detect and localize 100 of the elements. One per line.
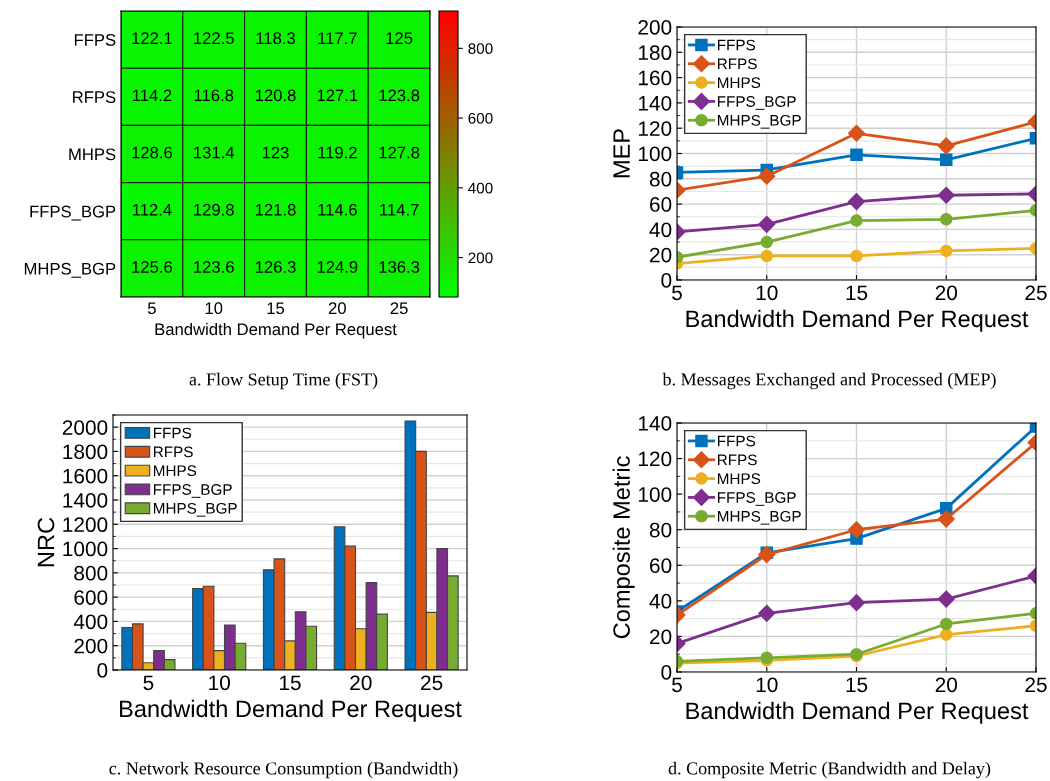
- point: [850, 214, 863, 227]
- y-tick-label: 1600: [63, 468, 108, 484]
- text: d. Composite Metric (Bandwidth and Delay): [668, 761, 991, 779]
- y-tick-label: 0: [97, 663, 108, 678]
- point: [937, 590, 955, 608]
- y-tick-label: 2000: [62, 420, 108, 435]
- y-tick-label: 160: [638, 70, 672, 86]
- y-tick-label: MHPS: [69, 148, 116, 161]
- point: [939, 628, 953, 641]
- point: [758, 167, 776, 185]
- y-tick-label: 1800: [63, 444, 108, 460]
- y-tick-label: 60: [650, 558, 672, 574]
- data-label: 121.8: [255, 203, 296, 216]
- point: [758, 215, 776, 233]
- y-tick-label: 20: [650, 247, 672, 263]
- legend-label: RFPS: [153, 446, 193, 458]
- x-tick-label: 25: [1025, 285, 1047, 301]
- x-tick-label: 5: [143, 675, 154, 691]
- x-tick-label: 15: [846, 285, 868, 301]
- color-bar-label: 400: [468, 182, 493, 194]
- x-tick-label: 25: [1025, 677, 1047, 693]
- data-label: 123.8: [379, 89, 420, 102]
- y-tick-label: 200: [74, 638, 108, 654]
- text: a. Flow Setup Time (FST): [189, 372, 378, 390]
- x-tick-label: 20: [935, 285, 958, 301]
- y-tick-label: 140: [638, 95, 672, 111]
- legend-label: FFPS_BGP: [717, 492, 796, 506]
- x-tick-label: 15: [267, 302, 285, 315]
- data-label: 129.8: [194, 203, 234, 216]
- legend-label: MHPS_BGP: [717, 114, 801, 129]
- legend-label: MHPS_BGP: [153, 502, 237, 517]
- x-tick-label: 20: [328, 302, 346, 315]
- y-tick-label: 800: [74, 565, 108, 581]
- y-tick-label: MHPS_BGP: [24, 262, 116, 278]
- y-tick-label: 80: [649, 522, 672, 538]
- y-tick-label: 180: [638, 45, 672, 61]
- x-tick-label: 25: [421, 675, 443, 691]
- y-tick-label: 0: [661, 273, 672, 288]
- legend-label: MHPS: [153, 465, 197, 477]
- y-tick-label: 120: [638, 121, 672, 136]
- x-tick-label: 15: [280, 675, 301, 691]
- x-tick-label: 15: [846, 677, 868, 693]
- x-tick-label: 10: [205, 302, 223, 315]
- data-label: 114.7: [380, 204, 419, 216]
- color-bar-label: 800: [468, 43, 493, 55]
- data-label: 117.7: [318, 32, 357, 44]
- legend-label: FFPS: [717, 39, 756, 51]
- x-tick-label: 10: [209, 675, 230, 691]
- x-axis-title: Bandwidth Demand Per Request: [686, 309, 1029, 332]
- y-tick-label: 120: [638, 451, 672, 467]
- point: [760, 235, 774, 249]
- text: c. Network Resource Consumption (Bandwidth): [109, 761, 458, 779]
- y-tick-label: 80: [649, 171, 672, 187]
- data-label: 125.6: [132, 261, 173, 273]
- x-tick-label: 10: [756, 285, 778, 301]
- legend-label: MHPS: [717, 473, 761, 485]
- x-tick-label: 20: [935, 677, 958, 693]
- point: [937, 510, 955, 528]
- y-tick-label: 60: [650, 197, 672, 212]
- y-tick-label: 1400: [63, 493, 108, 508]
- point: [760, 249, 774, 263]
- y-tick-label: 40: [649, 222, 672, 238]
- point: [847, 521, 866, 539]
- data-label: 124.9: [317, 261, 358, 273]
- data-label: 125: [386, 32, 413, 45]
- y-tick-label: 40: [649, 593, 672, 609]
- text: b. Messages Exchanged and Processed (MEP): [662, 372, 996, 390]
- point: [939, 244, 953, 258]
- point: [850, 249, 863, 263]
- x-axis-title: Bandwidth Demand Per Request: [120, 699, 462, 722]
- point: [937, 137, 955, 155]
- x-tick-label: 5: [672, 285, 682, 301]
- y-axis-title: MEP: [613, 129, 630, 178]
- point: [850, 148, 863, 162]
- y-tick-label: 400: [73, 614, 108, 630]
- data-label: 128.6: [132, 146, 173, 159]
- color-bar-label: 600: [468, 112, 493, 124]
- point: [939, 213, 953, 226]
- x-tick-label: 10: [756, 677, 778, 693]
- point: [847, 124, 866, 142]
- data-label: 123: [262, 146, 289, 159]
- data-label: 131.4: [194, 146, 235, 159]
- data-label: 127.1: [317, 89, 358, 102]
- color-bar-label: 200: [468, 252, 493, 264]
- y-axis-title: NRC: [37, 517, 55, 567]
- data-label: 123.6: [194, 261, 234, 273]
- x-tick-label: 20: [350, 675, 372, 691]
- data-label: 122.5: [194, 32, 234, 45]
- x-tick-label: 5: [672, 677, 682, 693]
- y-tick-label: FFPS: [74, 34, 116, 46]
- point: [939, 153, 953, 167]
- legend-label: FFPS: [717, 435, 756, 447]
- y-tick-label: 100: [638, 487, 672, 502]
- x-tick-label: 5: [147, 302, 156, 315]
- data-label: 114.2: [132, 89, 172, 102]
- data-label: 136.3: [379, 261, 420, 273]
- data-label: 114.6: [318, 203, 357, 216]
- point: [847, 193, 866, 211]
- data-label: 112.4: [132, 203, 172, 216]
- x-tick-label: 25: [390, 302, 408, 315]
